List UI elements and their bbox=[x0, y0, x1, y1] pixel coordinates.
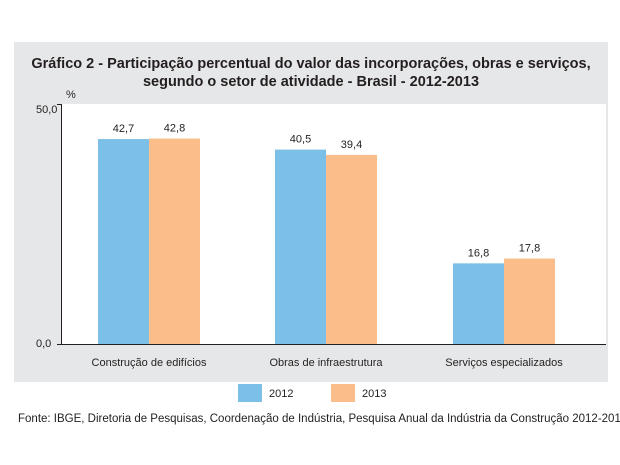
legend-swatch-2013 bbox=[331, 384, 355, 402]
value-labels-group: 42,7 42,8 40,5 39,4 16,8 17,8 bbox=[113, 123, 540, 260]
legend-swatch-2012 bbox=[238, 384, 262, 402]
legend-label-2013: 2013 bbox=[362, 388, 386, 400]
category-label-2: Obras de infraestrutura bbox=[269, 357, 383, 369]
value-label-2013-1: 42,8 bbox=[164, 123, 185, 135]
y-axis-unit-label: % bbox=[66, 89, 76, 101]
category-label-1: Construção de edifícios bbox=[92, 357, 207, 369]
category-labels-group: Construção de edifícios Obras de infraest… bbox=[92, 357, 564, 369]
bar-2012-2 bbox=[275, 149, 326, 344]
value-label-2012-3: 16,8 bbox=[468, 247, 489, 259]
y-tick-label-min: 0,0 bbox=[36, 338, 51, 350]
value-label-2012-2: 40,5 bbox=[290, 134, 311, 146]
bar-2012-1 bbox=[98, 139, 149, 344]
legend-label-2012: 2012 bbox=[269, 388, 293, 400]
chart-title: Gráfico 2 - Participação percentual do v… bbox=[14, 55, 608, 91]
bar-2013-1 bbox=[149, 138, 200, 344]
bars-group bbox=[98, 138, 555, 344]
source-footnote: Fonte: IBGE, Diretoria de Pesquisas, Coo… bbox=[18, 413, 620, 425]
value-label-2012-1: 42,7 bbox=[113, 123, 134, 135]
category-label-3: Serviços especializados bbox=[445, 357, 563, 369]
value-label-2013-3: 17,8 bbox=[519, 243, 540, 255]
value-label-2013-2: 39,4 bbox=[341, 139, 362, 151]
legend: 2012 2013 bbox=[238, 384, 386, 402]
bar-2012-3 bbox=[453, 263, 504, 344]
chart-title-line-1: Gráfico 2 - Participação percentual do v… bbox=[31, 56, 591, 72]
bar-2013-3 bbox=[504, 258, 555, 344]
y-tick-label-max: 50,0 bbox=[36, 104, 57, 116]
chart-title-line-2: segundo o setor de atividade - Brasil - … bbox=[142, 74, 480, 90]
bar-2013-2 bbox=[326, 154, 377, 344]
